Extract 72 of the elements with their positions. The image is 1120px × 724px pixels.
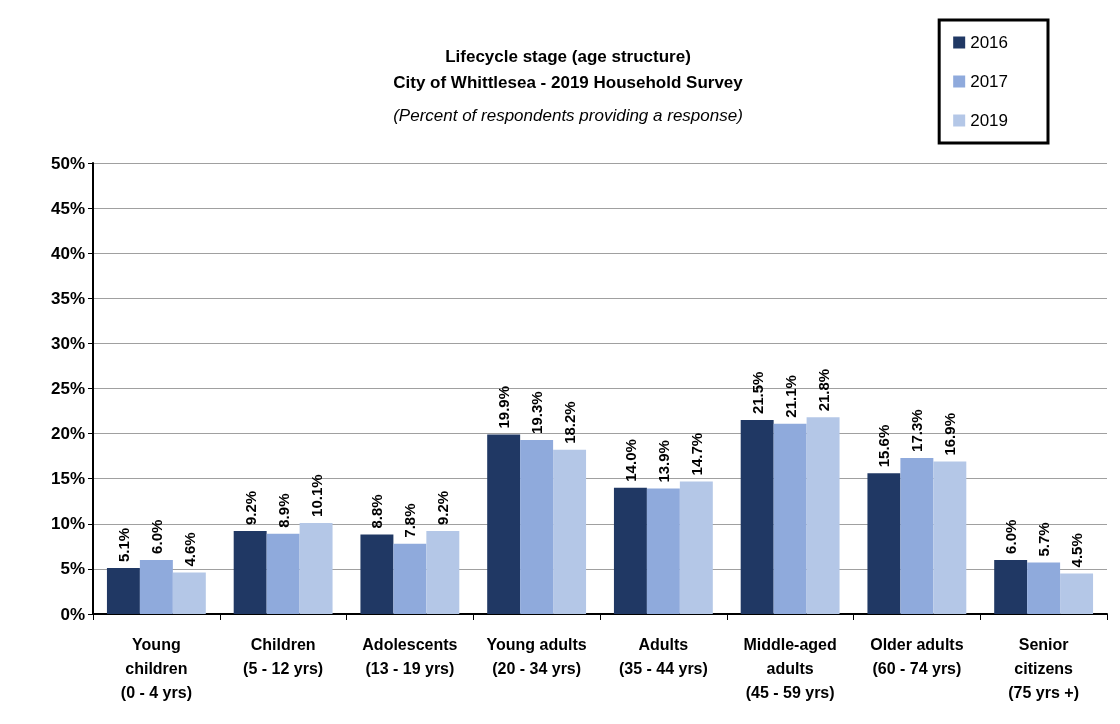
y-tick-label: 0% [60,604,85,624]
data-label: 21.1% [781,375,799,418]
bar [613,487,647,614]
bar [994,559,1028,614]
data-label: 21.8% [814,368,832,412]
y-tick-label: 30% [50,333,85,353]
data-label: 19.3% [528,391,546,434]
x-tick-label: Senior citizens (75 yrs +) [1008,635,1079,701]
bar [172,572,206,614]
data-label: 13.9% [654,440,672,483]
x-tick-label: Older adults (60 - 74 yrs) [870,635,964,677]
bar [740,420,774,614]
bar [393,543,427,614]
data-label: 21.5% [748,371,766,415]
y-tick-label: 5% [60,559,85,579]
bar [1027,562,1061,614]
chart-title: Lifecycle stage (age structure) City of Whittlesea - 2019 Household Survey [393,46,744,92]
data-label: 5.1% [114,527,132,562]
chart-subtitle: (Percent of respondents providing a response) [393,106,743,125]
data-label: 19.9% [495,385,513,429]
bar [360,534,394,614]
y-tick-label: 25% [50,379,85,398]
x-tick-label: Young adults (20 - 34 yrs) [486,635,587,677]
bar [299,522,333,614]
data-label: 7.8% [401,503,419,538]
data-label: 8.8% [368,494,386,529]
data-label: 16.9% [941,413,959,456]
bar [679,481,713,614]
y-tick-label: 20% [50,424,85,444]
bar [266,533,300,614]
y-tick-label: 35% [50,288,85,308]
data-label: 14.7% [687,432,705,476]
bar [900,457,934,614]
y-tick-label: 45% [50,198,85,218]
legend-label: 2016 [970,33,1009,52]
x-tick-label: Adults (35 - 44 yrs) [618,635,708,677]
bar [933,461,967,614]
bar [520,439,554,614]
y-tick-label: 50% [50,153,85,173]
data-label: 14.0% [621,439,639,482]
x-tick-label: Middle-aged adults (45 - 59 yrs) [743,635,837,701]
bar [773,423,807,614]
data-label: 4.6% [180,532,198,567]
data-label: 9.2% [241,490,259,526]
x-tick-label: Young children (0 - 4 yrs) [120,635,192,701]
bar [487,434,521,614]
data-label: 17.3% [908,409,926,452]
y-tick-label: 40% [50,243,85,263]
bar [1060,573,1094,614]
legend-label: 2019 [970,111,1009,130]
data-label: 5.7% [1035,522,1053,557]
x-tick-label: Adolescents (13 - 19 yrs) [362,635,458,677]
bar [806,417,840,614]
data-label: 9.2% [434,490,452,526]
data-label: 8.9% [274,493,292,528]
bar [553,449,587,614]
bar [646,488,680,614]
bar [106,568,140,614]
data-label: 15.6% [875,424,893,468]
data-label: 4.5% [1068,533,1086,568]
bar [426,531,460,614]
y-tick-label: 10% [50,514,85,534]
data-label: 10.1% [307,474,325,517]
x-tick-label: Children (5 - 12 yrs) [243,635,324,677]
bar [867,473,901,614]
y-tick-label: 15% [50,469,85,489]
data-label: 6.0% [1002,519,1020,554]
data-label: 18.2% [561,401,579,444]
bar [233,531,267,614]
legend-label: 2017 [970,72,1009,91]
data-label: 6.0% [147,519,165,554]
bar [139,559,173,614]
